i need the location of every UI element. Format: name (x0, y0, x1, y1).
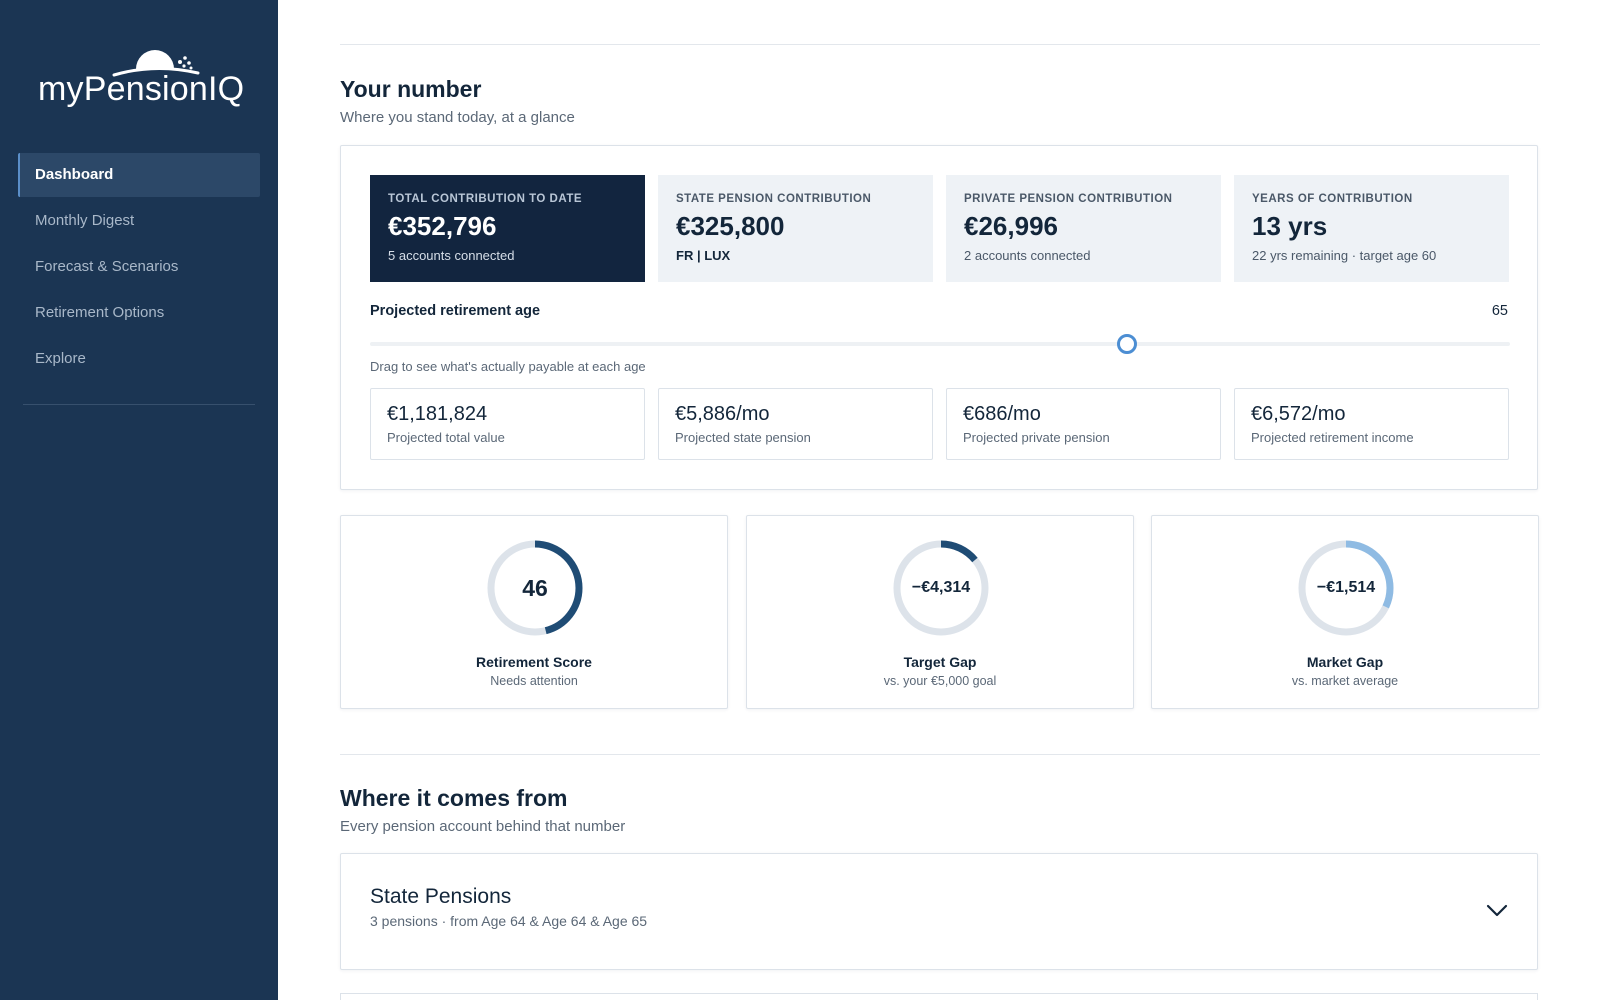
retirement-age-label: Projected retirement age (370, 303, 541, 319)
projection-card-total-value: €1,181,824 Projected total value (370, 388, 645, 460)
where-from-title: Where it comes from (340, 785, 568, 811)
gauge-ring (1298, 540, 1394, 636)
stat-label: YEARS OF CONTRIBUTION (1252, 193, 1413, 205)
projection-label: Projected total value (387, 430, 505, 445)
stat-value: €26,996 (964, 211, 1058, 241)
gauge-subtitle: vs. your €5,000 goal (883, 674, 997, 688)
stat-value: 13 yrs (1252, 211, 1328, 241)
gauge-card-target-gap: −€4,314 Target Gap vs. your €5,000 goal (746, 515, 1134, 709)
stat-note: FR | LUX (676, 248, 731, 263)
gauge-title: Market Gap (1306, 654, 1384, 670)
stat-label: STATE PENSION CONTRIBUTION (676, 193, 872, 205)
accordion-title: State Pensions (370, 885, 512, 908)
section-divider (340, 754, 1540, 755)
projection-value: €1,181,824 (387, 403, 488, 425)
retirement-score-gauge: 46 (485, 538, 585, 638)
sidebar-item-forecast-scenarios[interactable]: Forecast & Scenarios (35, 258, 179, 275)
stat-label: PRIVATE PENSION CONTRIBUTION (964, 193, 1173, 205)
where-from-subtitle: Every pension account behind that number (340, 818, 626, 835)
gauge-arc (1298, 540, 1394, 636)
stat-card-total-contribution: TOTAL CONTRIBUTION TO DATE €352,796 5 ac… (370, 175, 645, 282)
sunrise-logo-icon (112, 50, 200, 77)
projection-value: €686/mo (963, 403, 1041, 425)
gauge-card-market-gap: −€1,514 Market Gap vs. market average (1151, 515, 1539, 709)
gauge-ring (487, 540, 583, 636)
stat-value: €325,800 (676, 211, 785, 241)
state-pensions-accordion[interactable]: State Pensions 3 pensions · from Age 64 … (340, 853, 1538, 970)
projection-card-state-pension: €5,886/mo Projected state pension (658, 388, 933, 460)
gauge-title: Retirement Score (476, 654, 592, 670)
sidebar: myPensionIQ Dashboard Monthly Digest For… (0, 0, 278, 1000)
sidebar-item-retirement-options[interactable]: Retirement Options (35, 304, 165, 321)
projection-label: Projected retirement income (1251, 430, 1414, 445)
stat-value: €352,796 (388, 211, 497, 241)
stat-card-private-pension: PRIVATE PENSION CONTRIBUTION €26,996 2 a… (946, 175, 1221, 282)
market-gap-gauge: −€1,514 (1296, 538, 1396, 638)
your-number-subtitle: Where you stand today, at a glance (340, 109, 575, 126)
gauge-value: 46 (522, 575, 548, 601)
projection-value: €6,572/mo (1251, 403, 1346, 425)
next-accordion-edge (340, 993, 1538, 1000)
sidebar-nav: Dashboard Monthly Digest Forecast & Scen… (18, 153, 260, 383)
brand-logo[interactable]: myPensionIQ (38, 40, 245, 115)
your-number-panel: TOTAL CONTRIBUTION TO DATE €352,796 5 ac… (340, 145, 1538, 490)
stat-note: 2 accounts connected (964, 248, 1091, 263)
gauge-value: −€4,314 (911, 579, 971, 596)
main-content: Your number Where you stand today, at a … (340, 0, 1540, 1000)
gauge-card-retirement-score: 46 Retirement Score Needs attention (340, 515, 728, 709)
gauge-ring (893, 540, 989, 636)
gauge-subtitle: vs. market average (1291, 674, 1399, 688)
gauge-arc (893, 540, 989, 636)
gauge-value: −€1,514 (1316, 579, 1376, 596)
projection-card-private-pension: €686/mo Projected private pension (946, 388, 1221, 460)
target-gap-gauge: −€4,314 (891, 538, 991, 638)
stat-note: 22 yrs remaining · target age 60 (1252, 248, 1437, 263)
projection-label: Projected private pension (963, 430, 1110, 445)
your-number-title: Your number (340, 76, 482, 102)
chevron-down-icon[interactable] (1485, 898, 1509, 922)
stat-card-years-contribution: YEARS OF CONTRIBUTION 13 yrs 22 yrs rema… (1234, 175, 1509, 282)
brand-name: myPensionIQ (38, 70, 245, 108)
top-divider (340, 44, 1540, 45)
stat-card-state-pension: STATE PENSION CONTRIBUTION €325,800 FR |… (658, 175, 933, 282)
stat-label: TOTAL CONTRIBUTION TO DATE (388, 193, 583, 205)
retirement-age-value: 65 (1491, 303, 1508, 319)
accordion-subtitle: 3 pensions · from Age 64 & Age 64 & Age … (370, 913, 648, 929)
retirement-age-slider[interactable] (370, 342, 1510, 346)
sidebar-item-explore[interactable]: Explore (35, 350, 86, 367)
stat-note: 5 accounts connected (388, 248, 515, 263)
sidebar-item-monthly-digest[interactable]: Monthly Digest (35, 212, 135, 229)
projection-value: €5,886/mo (675, 403, 770, 425)
slider-hint: Drag to see what's actually payable at e… (370, 359, 646, 374)
gauge-title: Target Gap (903, 654, 977, 670)
projection-card-retirement-income: €6,572/mo Projected retirement income (1234, 388, 1509, 460)
gauge-arc (487, 540, 583, 636)
gauge-subtitle: Needs attention (490, 674, 578, 688)
projection-label: Projected state pension (675, 430, 811, 445)
retirement-age-slider-handle[interactable] (1116, 334, 1137, 354)
sidebar-item-dashboard[interactable]: Dashboard (18, 153, 260, 197)
sidebar-divider (23, 404, 255, 405)
